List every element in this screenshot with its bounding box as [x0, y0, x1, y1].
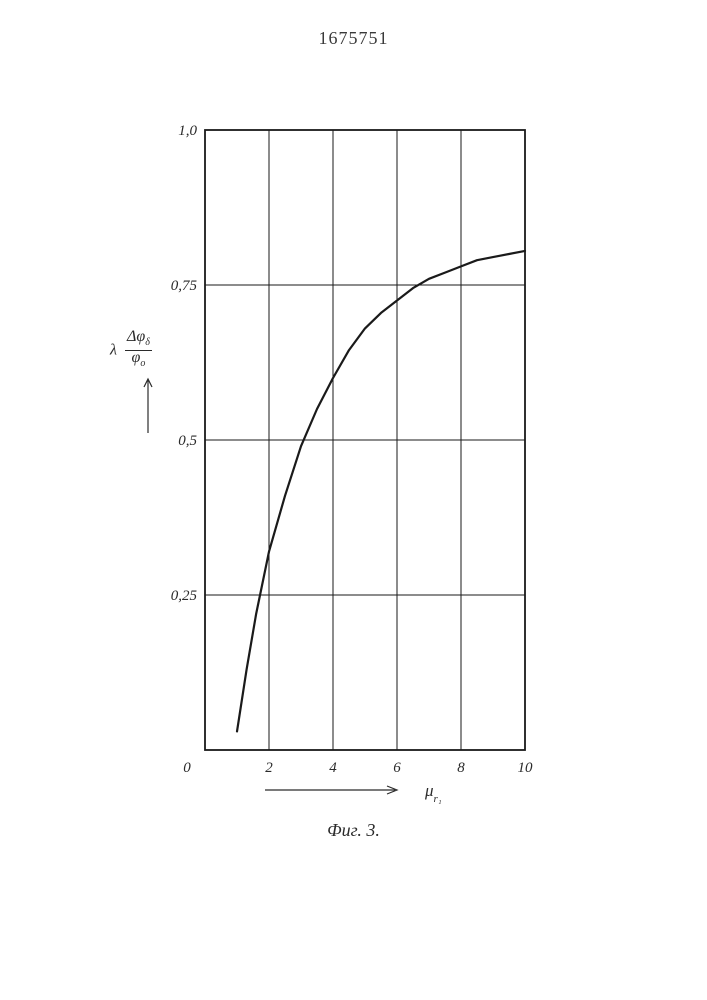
y-axis-arrow-icon [142, 375, 154, 435]
x-axis-label: μr₁ [424, 781, 442, 805]
y-tick-label: 0,75 [171, 278, 198, 294]
y-tick-label: 0,25 [171, 588, 198, 604]
x-tick-label: 6 [393, 760, 401, 776]
chart-container: 02468100,250,50,751,0μr₁ λ Δφδ φo [120, 120, 580, 850]
page: 1675751 0 2 4 6 8 10 0,25 0,5 0,75 1,0 μr₁ λ Δφδ φ… [0, 0, 707, 1000]
line-chart: 0 2 4 6 8 10 0,25 0,5 0,75 1,0 μr₁ [120, 120, 580, 820]
x-tick-label: 10 [518, 760, 534, 776]
y-axis-label: λ Δφδ φo [110, 330, 152, 371]
data-curve [237, 251, 525, 732]
x-tick-label: 8 [457, 760, 465, 776]
y-tick-label: 0,5 [178, 433, 197, 449]
document-number: 1675751 [0, 28, 707, 49]
x-tick-label: 2 [265, 760, 273, 776]
figure-caption: Фиг. 3. [0, 820, 707, 841]
y-tick-label: 1,0 [178, 123, 197, 139]
x-tick-label: 4 [329, 760, 337, 776]
x-tick-label: 0 [183, 760, 191, 776]
